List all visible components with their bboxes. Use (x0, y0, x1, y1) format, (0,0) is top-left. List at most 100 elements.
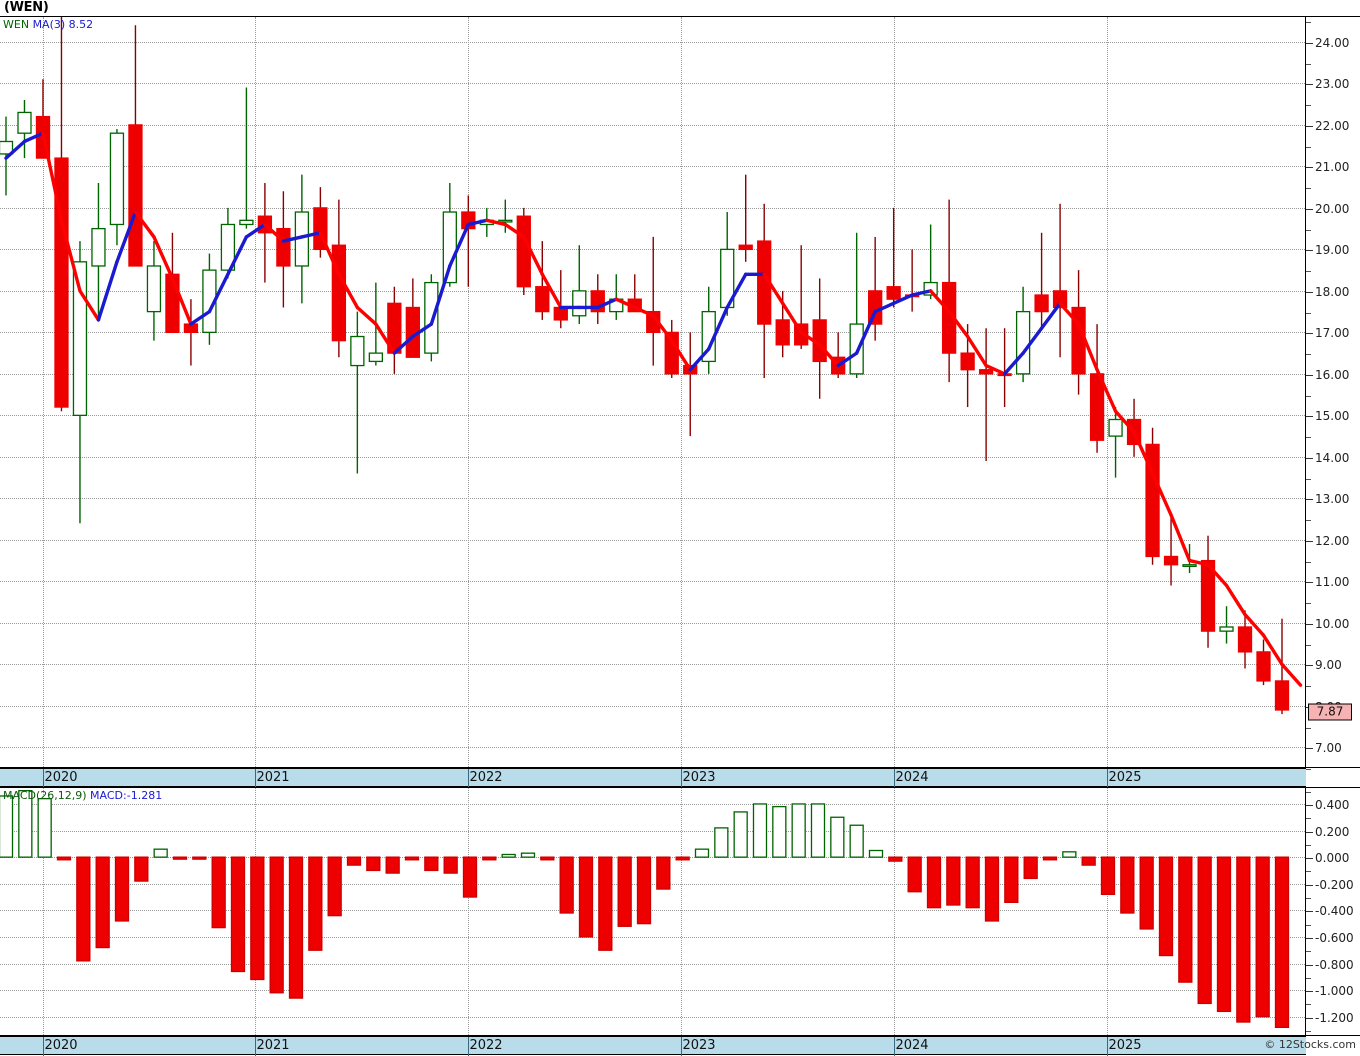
candle-body (1200, 559, 1216, 632)
candle-body (738, 244, 753, 251)
candle-body (331, 244, 347, 342)
macd-axis-label: -1.200 (1315, 1010, 1354, 1025)
ma3-segment (226, 235, 249, 276)
macd-histogram-plot (0, 790, 1290, 1029)
ma3-segment (337, 272, 360, 310)
macd-bar (1236, 856, 1251, 1023)
year-label-2020: 2020 (44, 770, 78, 785)
price-gridline (0, 166, 1305, 168)
macd-axis-label: 0.200 (1315, 824, 1350, 839)
candle-body (553, 306, 568, 321)
ma3-segment (59, 218, 82, 293)
macd-bar (1062, 851, 1077, 858)
macd-axis-minor-tick (1306, 844, 1311, 846)
ma3-segment (688, 347, 711, 372)
ma3-segment (1021, 326, 1044, 355)
macd-bar (984, 856, 1000, 922)
price-axis-tick (1306, 84, 1313, 86)
year-label-2022: 2022 (469, 770, 503, 785)
macd-bar (520, 852, 536, 858)
price-legend: WEN MA(3) 8.52 (3, 18, 93, 31)
year-label-2021: 2021 (256, 770, 290, 785)
macd-bar (250, 856, 265, 981)
macd-gridline (0, 857, 1305, 859)
ma3-segment (448, 222, 471, 268)
macd-bar (1255, 856, 1270, 1018)
legend-macd-name: MACD(26,12,9) (3, 789, 87, 802)
macd-bar (172, 856, 188, 860)
candle-body (442, 211, 457, 284)
macd-bar (1042, 856, 1058, 861)
macd-axis-label: -0.600 (1315, 930, 1354, 945)
ma3-segment (1169, 513, 1192, 563)
price-year-gridline (43, 17, 44, 767)
price-gridline (0, 498, 1305, 500)
ma3-segment (207, 272, 230, 314)
candle-body (498, 219, 513, 223)
price-axis-label: 21.00 (1315, 160, 1350, 175)
macd-bar (617, 856, 632, 927)
price-axis-label: 14.00 (1315, 450, 1350, 465)
price-axis-minor-tick (1306, 478, 1311, 480)
price-axis-label: 18.00 (1315, 284, 1350, 299)
candle-body (960, 352, 975, 371)
price-axis-minor-tick (1306, 188, 1311, 190)
ma3-segment (854, 309, 877, 355)
candle-body (91, 227, 106, 267)
candle-body (1015, 310, 1031, 375)
candle-body (1256, 651, 1271, 682)
macd-axis-minor-tick (1306, 924, 1311, 926)
macd-bar (76, 856, 91, 962)
macd-bar (965, 856, 980, 909)
ma3-segment (780, 301, 803, 335)
ma3-segment (891, 293, 914, 306)
price-axis-label: 11.00 (1315, 575, 1350, 590)
price-axis-tick (1306, 748, 1313, 750)
ma3-segment (318, 231, 341, 276)
macd-bar (269, 856, 284, 994)
macd-bar (714, 827, 729, 858)
price-year-gridline (681, 17, 682, 767)
macd-axis-minor-tick (1306, 791, 1311, 793)
price-gridline (0, 290, 1305, 292)
macd-bar (308, 856, 323, 951)
candle-body (886, 286, 901, 300)
candle-body (516, 215, 531, 288)
candle-body (0, 140, 14, 155)
ma3-segment (522, 235, 544, 276)
year-tick (255, 769, 256, 788)
price-axis-tick (1306, 125, 1313, 127)
ma3-segment (1095, 368, 1118, 413)
ma3-segment (965, 334, 988, 368)
price-year-gridline (894, 17, 895, 767)
candle-body (424, 281, 439, 354)
ma3-segment (670, 338, 692, 372)
macd-gridline (0, 990, 1305, 992)
macd-bar (230, 856, 246, 973)
macd-chart-panel: MACD(26,12,9) MACD:-1.281 (0, 787, 1306, 1036)
macd-bar (1120, 856, 1135, 914)
ma3-segment (22, 131, 45, 144)
ma3-segment (1113, 409, 1136, 434)
price-axis-tick (1306, 540, 1313, 542)
macd-year-gridline (894, 788, 895, 1035)
candle-body (276, 227, 291, 267)
macd-bar (907, 856, 922, 893)
price-year-gridline (468, 17, 469, 767)
price-axis-label: 22.00 (1315, 118, 1350, 133)
ma3-segment (725, 272, 748, 310)
macd-bar (656, 856, 671, 890)
macd-bar (211, 856, 226, 929)
ma3-segment (1187, 558, 1210, 567)
year-tick (1107, 1037, 1108, 1056)
ma3-segment (1206, 563, 1229, 588)
year-label-2024: 2024 (895, 1038, 929, 1053)
macd-year-gridline (681, 788, 682, 1035)
ma3-segment (189, 309, 212, 326)
price-axis-tick (1306, 42, 1313, 44)
macd-bar (636, 856, 652, 925)
macd-bar (849, 824, 864, 858)
ma3-segment (1243, 612, 1266, 637)
ma3-segment (1058, 301, 1081, 326)
candle-body (165, 273, 180, 334)
